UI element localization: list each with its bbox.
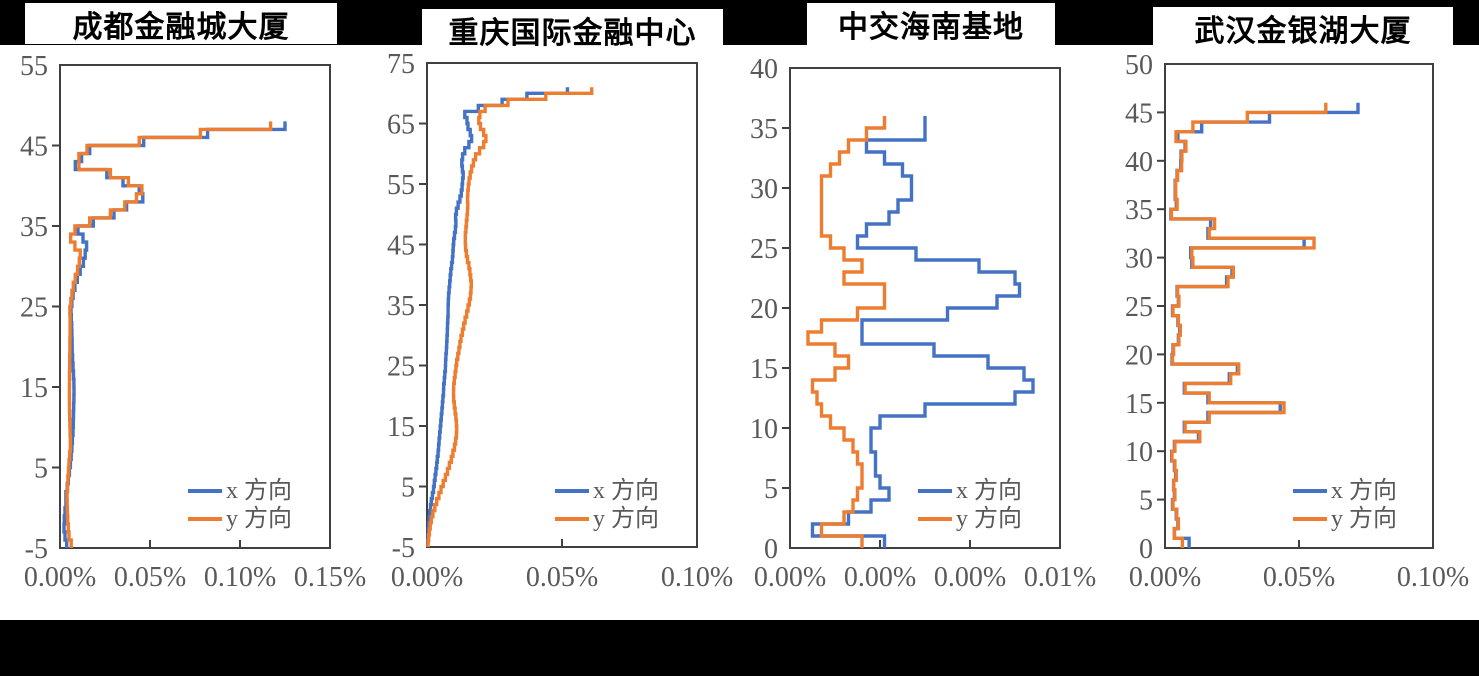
- chart-title-box-4: 武汉金银湖大厦: [1153, 7, 1453, 49]
- x-tick-label: 0.05%: [1263, 562, 1335, 593]
- y-tick-label: 40: [1125, 147, 1153, 178]
- x-tick-label: 0.10%: [661, 562, 733, 593]
- legend-line-sample-y-icon: [1293, 517, 1327, 521]
- chart-title-box-1: 成都金融城大厦: [25, 3, 337, 44]
- y-tick-label: 25: [1125, 292, 1153, 323]
- legend-line-sample-x-icon: [918, 489, 952, 493]
- legend-item-y: y 方向: [1293, 507, 1397, 531]
- legend-line-sample-y-icon: [918, 517, 952, 521]
- y-tick-label: 50: [1125, 50, 1153, 81]
- y-tick-label: 35: [750, 114, 778, 145]
- chart-title-4: 武汉金银湖大厦: [1194, 15, 1412, 48]
- y-tick-label: 30: [750, 174, 778, 205]
- y-tick-label: 5: [764, 474, 778, 505]
- y-tick-label: 5: [34, 454, 48, 485]
- x-tick-label: 0.00%: [754, 562, 826, 593]
- y-tick-label: 25: [387, 352, 415, 383]
- plot-border-4: [1164, 63, 1434, 549]
- y-tick-label: 15: [20, 373, 48, 404]
- y-tick-label: 55: [20, 51, 48, 82]
- chart-title-3: 中交海南基地: [838, 11, 1024, 44]
- y-tick-label: -5: [392, 533, 415, 564]
- plot-border-2: [426, 62, 698, 548]
- y-tick-label: 15: [1125, 389, 1153, 420]
- legend-line-sample-y-icon: [188, 517, 222, 521]
- y-tick-label: 75: [387, 49, 415, 80]
- legend-item-x: x 方向: [918, 479, 1022, 503]
- y-tick-label: 30: [1125, 244, 1153, 275]
- y-tick-label: 0: [1139, 534, 1153, 565]
- legend-chart-3: x 方向 y 方向: [918, 479, 1022, 531]
- legend-line-sample-x-icon: [555, 489, 589, 493]
- legend-label-y: y 方向: [956, 506, 1022, 532]
- y-tick-label: 65: [387, 110, 415, 141]
- legend-item-y: y 方向: [188, 507, 292, 531]
- legend-label-x: x 方向: [226, 478, 292, 504]
- legend-label-y: y 方向: [1331, 506, 1397, 532]
- chart-title-box-2: 重庆国际金融中心: [422, 9, 723, 51]
- x-tick-label: 0.00%: [391, 562, 463, 593]
- legend-line-sample-x-icon: [1293, 489, 1327, 493]
- y-tick-label: 5: [401, 473, 415, 504]
- legend-item-x: x 方向: [555, 479, 659, 503]
- legend-label-x: x 方向: [1331, 478, 1397, 504]
- legend-label-x: x 方向: [956, 478, 1022, 504]
- y-tick-label: 10: [750, 414, 778, 445]
- y-tick-label: 15: [750, 354, 778, 385]
- x-tick-label: 0.05%: [526, 562, 598, 593]
- x-tick-label: 0.00%: [934, 562, 1006, 593]
- legend-label-y: y 方向: [593, 506, 659, 532]
- y-tick-label: 25: [20, 293, 48, 324]
- y-tick-label: 5: [1139, 486, 1153, 517]
- legend-item-x: x 方向: [188, 479, 292, 503]
- chart-title-box-3: 中交海南基地: [807, 3, 1055, 45]
- legend-label-x: x 方向: [593, 478, 659, 504]
- y-tick-label: 45: [387, 231, 415, 262]
- x-tick-label: 0.00%: [1129, 562, 1201, 593]
- chart-title-1: 成都金融城大厦: [72, 10, 290, 44]
- y-tick-label: 20: [1125, 340, 1153, 371]
- legend-item-y: y 方向: [918, 507, 1022, 531]
- legend-item-y: y 方向: [555, 507, 659, 531]
- y-tick-label: 25: [750, 234, 778, 265]
- legend-label-y: y 方向: [226, 506, 292, 532]
- x-tick-label: 0.00%: [844, 562, 916, 593]
- y-tick-label: 45: [1125, 98, 1153, 129]
- x-tick-label: 0.10%: [204, 562, 276, 593]
- legend-line-sample-x-icon: [188, 489, 222, 493]
- plot-border-3: [789, 67, 1061, 549]
- y-tick-label: 35: [1125, 195, 1153, 226]
- legend-line-sample-y-icon: [555, 517, 589, 521]
- y-tick-label: 35: [20, 212, 48, 243]
- x-tick-label: 0.00%: [24, 562, 96, 593]
- y-tick-label: 55: [387, 170, 415, 201]
- y-tick-label: 20: [750, 294, 778, 325]
- plot-border-1: [59, 64, 331, 549]
- y-tick-label: 45: [20, 132, 48, 163]
- y-tick-label: 40: [750, 54, 778, 85]
- x-tick-label: 0.15%: [294, 562, 366, 593]
- chart-title-2: 重庆国际金融中心: [448, 17, 697, 50]
- legend-chart-1: x 方向 y 方向: [188, 479, 292, 531]
- y-tick-label: 10: [1125, 437, 1153, 468]
- series-y-line-chart-3: [806, 116, 887, 548]
- legend-chart-2: x 方向 y 方向: [555, 479, 659, 531]
- y-tick-label: 35: [387, 291, 415, 322]
- legend-chart-4: x 方向 y 方向: [1293, 479, 1397, 531]
- x-tick-label: 0.05%: [114, 562, 186, 593]
- x-tick-label: 0.01%: [1024, 562, 1096, 593]
- series-x-line-chart-2: [426, 87, 570, 547]
- legend-item-x: x 方向: [1293, 479, 1397, 503]
- y-tick-label: 0: [764, 534, 778, 565]
- y-tick-label: 15: [387, 412, 415, 443]
- y-tick-label: -5: [25, 534, 48, 565]
- bottom-black-band: [0, 620, 1479, 676]
- x-tick-label: 0.10%: [1397, 562, 1469, 593]
